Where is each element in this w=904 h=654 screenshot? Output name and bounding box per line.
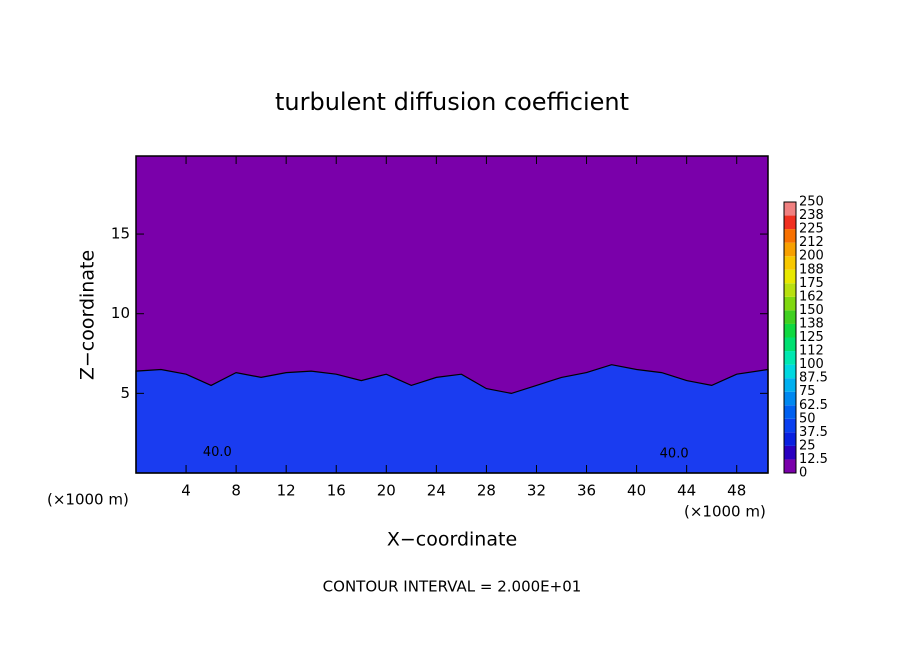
colorbar-label: 50	[799, 411, 816, 426]
y-tick-label: 10	[111, 304, 130, 322]
x-tick-label: 28	[477, 482, 496, 500]
contour-label: 40.0	[203, 445, 232, 460]
x-tick-label: 36	[577, 482, 596, 500]
colorbar-label: 37.5	[799, 425, 828, 440]
contour-label: 40.0	[660, 446, 689, 461]
colorbar-label: 100	[799, 357, 824, 372]
x-tick-label: 16	[327, 482, 346, 500]
colorbar-swatch	[784, 351, 796, 365]
x-unit: (×1000 m)	[47, 491, 129, 509]
x-tick-label: 48	[727, 482, 746, 500]
colorbar-label: 87.5	[799, 371, 828, 386]
x-tick-label: 44	[677, 482, 696, 500]
colorbar-label: 0	[799, 466, 807, 481]
colorbar-label: 62.5	[799, 398, 828, 413]
colorbar-label: 188	[799, 262, 824, 277]
x-tick-label: 24	[427, 482, 446, 500]
footer: CONTOUR INTERVAL = 2.000E+01	[323, 578, 582, 596]
colorbar-swatch	[784, 378, 796, 392]
colorbar-frame	[783, 201, 797, 474]
colorbar-label: 138	[799, 316, 824, 331]
colorbar-label: 175	[799, 276, 824, 291]
colorbar-swatch	[784, 432, 796, 446]
colorbar-swatch	[784, 391, 796, 406]
y-axis-label: Z−coordinate	[77, 250, 99, 380]
colorbar-swatch	[784, 310, 796, 324]
x-tick-label: 8	[231, 482, 241, 500]
chart-title: turbulent diffusion coefficient	[275, 88, 629, 116]
colorbar-label: 112	[799, 344, 824, 359]
colorbar-label: 162	[799, 289, 824, 304]
colorbar-label: 125	[799, 330, 824, 345]
colorbar-swatch	[784, 215, 796, 230]
colorbar-label: 25	[799, 438, 816, 453]
x-tick-label: 40	[627, 482, 646, 500]
colorbar-swatch	[784, 242, 796, 257]
colorbar-swatch	[784, 202, 796, 216]
colorbar-swatch	[784, 364, 796, 379]
colorbar-swatch	[784, 405, 796, 419]
colorbar-label: 150	[799, 303, 824, 318]
turbulent-layer	[135, 364, 769, 474]
colorbar-label: 75	[799, 384, 816, 399]
plot-frame	[135, 155, 769, 474]
colorbar-label: 12.5	[799, 452, 828, 467]
colorbar-swatch	[784, 323, 796, 338]
colorbar-swatch	[784, 256, 796, 270]
colorbar-swatch	[784, 459, 796, 473]
colorbar-swatch	[784, 445, 796, 460]
y-tick-label: 15	[111, 225, 130, 243]
colorbar-label: 225	[799, 222, 824, 237]
colorbar-swatch	[784, 229, 796, 243]
colorbar-label: 250	[799, 195, 824, 210]
x-tick-label: 32	[527, 482, 546, 500]
colorbar-label: 238	[799, 208, 824, 223]
x-tick-label: 4	[181, 482, 191, 500]
x-unit: (×1000 m)	[684, 503, 766, 521]
y-tick-label: 5	[120, 384, 130, 402]
x-tick-label: 12	[277, 482, 296, 500]
colorbar-swatch	[784, 296, 796, 311]
colorbar-label: 212	[799, 235, 824, 250]
colorbar-label: 200	[799, 249, 824, 264]
x-axis-label: X−coordinate	[387, 529, 517, 551]
x-tick-label: 20	[377, 482, 396, 500]
colorbar-swatch	[784, 337, 796, 352]
colorbar-swatch	[784, 269, 796, 284]
colorbar-swatch	[784, 418, 796, 433]
colorbar-swatch	[784, 283, 796, 297]
